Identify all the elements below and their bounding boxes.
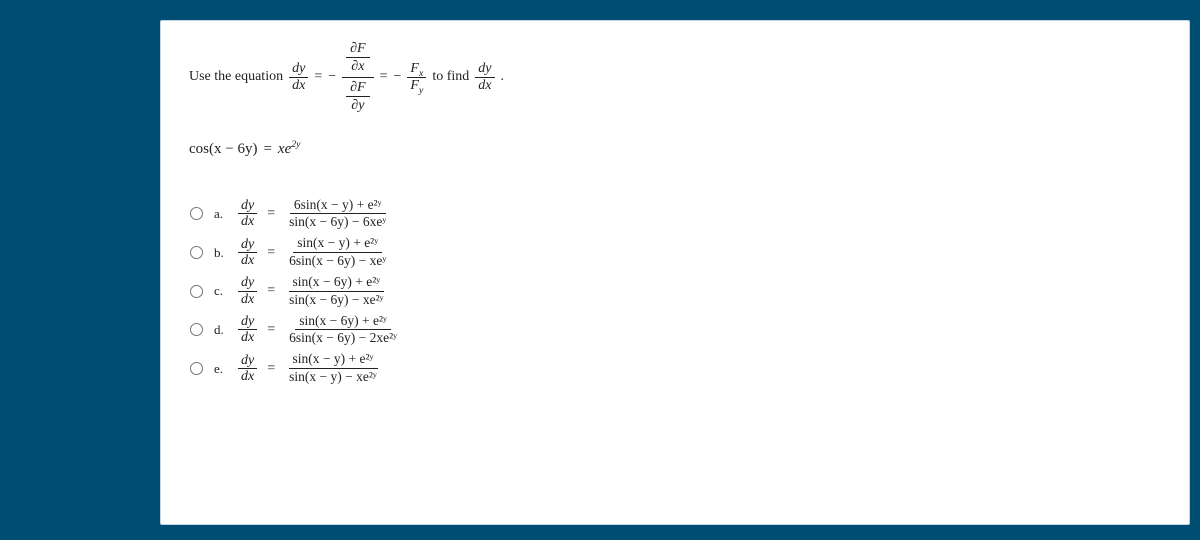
equals-2: = <box>380 70 388 84</box>
choice-rhs-c: sin(x − 6y) + e²ʸ sin(x − 6y) − xe²ʸ <box>285 274 388 309</box>
frac-Fx-Fy: Fx Fy <box>407 61 426 93</box>
given-lhs: cos(x − 6y) <box>189 142 257 157</box>
choice-rhs-b: sin(x − y) + e²ʸ 6sin(x − 6y) − xeʸ <box>285 235 390 270</box>
frac-dF-dx-over-dF-dy: ∂F ∂x ∂F ∂y <box>342 39 373 116</box>
choice-e[interactable]: e. dy dx = sin(x − y) + e²ʸ sin(x − y) −… <box>189 351 1161 386</box>
choice-b[interactable]: b. dy dx = sin(x − y) + e²ʸ 6sin(x − 6y)… <box>189 235 1161 270</box>
choice-dy-dx-d: dy dx <box>238 314 257 346</box>
question-card: Use the equation dy dx = − ∂F ∂x ∂F ∂y =… <box>160 20 1190 525</box>
frac-dy-dx-2: dy dx <box>475 61 494 93</box>
radio-e[interactable] <box>190 362 203 375</box>
equals-1: = <box>314 70 322 84</box>
radio-a[interactable] <box>190 207 203 220</box>
choice-dy-dx-a: dy dx <box>238 198 257 230</box>
choice-eq-d: = <box>267 322 275 338</box>
prompt-lead-text: Use the equation <box>189 70 283 84</box>
to-find-text: to find <box>432 70 469 84</box>
radio-d[interactable] <box>190 323 203 336</box>
choice-rhs-d: sin(x − 6y) + e²ʸ 6sin(x − 6y) − 2xe²ʸ <box>285 313 401 348</box>
choice-dy-dx-c: dy dx <box>238 275 257 307</box>
neg-1: − <box>328 70 336 84</box>
frac-dy-dx-1: dy dx <box>289 61 308 93</box>
choice-label-b: b. <box>214 245 228 261</box>
period: . <box>501 70 505 84</box>
choice-rhs-e: sin(x − y) + e²ʸ sin(x − y) − xe²ʸ <box>285 351 381 386</box>
choice-a[interactable]: a. dy dx = 6sin(x − y) + e²ʸ sin(x − 6y)… <box>189 197 1161 232</box>
choice-label-d: d. <box>214 322 228 338</box>
choice-eq-b: = <box>267 245 275 261</box>
given-eq-sign: = <box>263 142 271 157</box>
choice-eq-a: = <box>267 206 275 222</box>
prompt-equation: Use the equation dy dx = − ∂F ∂x ∂F ∂y =… <box>189 39 1161 116</box>
choice-d[interactable]: d. dy dx = sin(x − 6y) + e²ʸ 6sin(x − 6y… <box>189 313 1161 348</box>
answer-choices: a. dy dx = 6sin(x − y) + e²ʸ sin(x − 6y)… <box>189 197 1161 386</box>
radio-c[interactable] <box>190 285 203 298</box>
given-equation: cos(x − 6y) = xe2y <box>189 142 1161 157</box>
choice-eq-c: = <box>267 283 275 299</box>
choice-eq-e: = <box>267 361 275 377</box>
choice-label-a: a. <box>214 206 228 222</box>
choice-c[interactable]: c. dy dx = sin(x − 6y) + e²ʸ sin(x − 6y)… <box>189 274 1161 309</box>
choice-label-c: c. <box>214 283 228 299</box>
radio-b[interactable] <box>190 246 203 259</box>
choice-dy-dx-e: dy dx <box>238 353 257 385</box>
choice-dy-dx-b: dy dx <box>238 237 257 269</box>
given-rhs: xe2y <box>278 142 301 157</box>
neg-2: − <box>394 70 402 84</box>
choice-rhs-a: 6sin(x − y) + e²ʸ sin(x − 6y) − 6xeʸ <box>285 197 390 232</box>
choice-label-e: e. <box>214 361 228 377</box>
